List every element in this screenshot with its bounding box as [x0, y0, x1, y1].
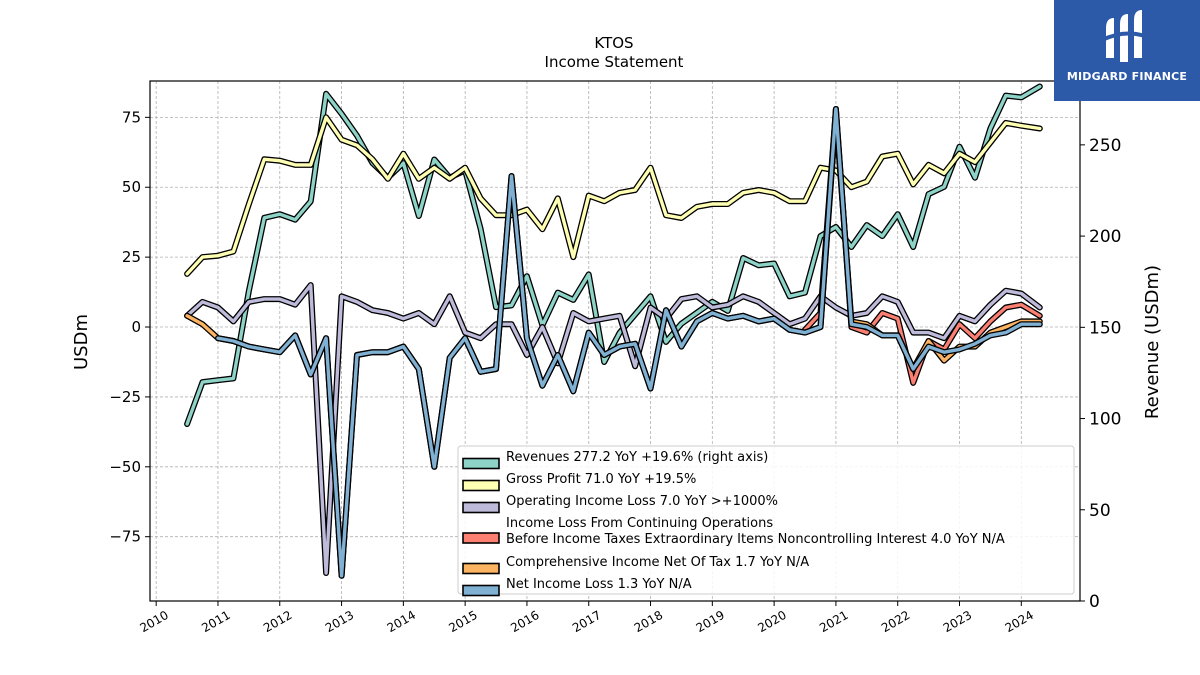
chart-subtitle: Income Statement	[545, 53, 684, 71]
y-tick-label-left: −75	[109, 528, 141, 546]
y-tick-label-left: 25	[122, 248, 141, 266]
x-tick-label: 2013	[323, 608, 356, 635]
y-tick-label-right: 100	[1089, 410, 1121, 430]
series-line-1	[185, 115, 1042, 276]
y-tick-label-right: 50	[1089, 501, 1111, 521]
x-tick-label: 2020	[755, 608, 788, 635]
y-axis-label-left: USDm	[71, 314, 92, 370]
y-tick-label-right: 250	[1089, 136, 1121, 156]
x-tick-label: 2012	[261, 608, 294, 635]
y-tick-label-right: 150	[1089, 318, 1121, 338]
legend-box	[457, 445, 1075, 595]
y-tick-label-left: −25	[109, 388, 141, 406]
legend-label-4: Comprehensive Income Net Of Tax 1.7 YoY …	[506, 555, 809, 570]
x-tick-label: 2016	[508, 608, 541, 635]
logo-text: MIDGARD FINANCE	[1066, 70, 1188, 83]
x-tick-label: 2010	[137, 608, 170, 635]
legend-swatch-1	[462, 479, 500, 492]
y-tick-label-right: 200	[1089, 227, 1121, 247]
x-tick-label: 2024	[1003, 608, 1036, 635]
legend: Revenues 277.2 YoY +19.6% (right axis) Gr…	[457, 445, 1075, 597]
legend-label-1: Gross Profit 71.0 YoY +19.5%	[506, 472, 696, 487]
legend-swatch-0	[462, 457, 500, 470]
x-tick-label: 2022	[879, 608, 912, 635]
legend-swatch-2	[462, 501, 500, 514]
y-tick-label-left: −50	[109, 458, 141, 476]
legend-label-2: Operating Income Loss 7.0 YoY >+1000%	[506, 494, 778, 509]
plot-frame	[149, 80, 1081, 602]
x-tick-label: 2019	[694, 608, 727, 635]
legend-label-5: Net Income Loss 1.3 YoY N/A	[506, 577, 692, 592]
y-tick-label-right: 0	[1089, 592, 1100, 612]
x-tick-label: 2018	[632, 608, 665, 635]
chart-title: KTOS	[594, 34, 633, 52]
legend-label-3: Income Loss From Continuing Operations Be…	[506, 516, 1005, 547]
x-tick-label: 2011	[199, 608, 232, 635]
midgard-logo: MIDGARD FINANCE	[1054, 0, 1200, 101]
y-tick-label-left: 50	[122, 178, 141, 196]
legend-swatch-4	[462, 562, 500, 575]
y-tick-label-left: 75	[122, 108, 141, 126]
x-tick-label: 2015	[446, 608, 479, 635]
y-tick-label-left: 0	[131, 318, 141, 336]
y-axis-label-right: Revenue (USDm)	[1142, 265, 1163, 419]
x-tick-label: 2014	[385, 608, 418, 635]
series-line-5	[216, 107, 1042, 578]
x-tick-label: 2021	[817, 608, 850, 635]
x-tick-label: 2017	[570, 608, 603, 635]
series-layer	[184, 83, 1043, 579]
legend-label-0: Revenues 277.2 YoY +19.6% (right axis)	[506, 450, 768, 465]
legend-swatch-5	[462, 584, 500, 597]
x-tick-label: 2023	[941, 608, 974, 635]
midgard-logo-icon	[1101, 10, 1151, 62]
series-line-2	[185, 283, 1042, 575]
legend-swatch-3	[462, 532, 500, 544]
